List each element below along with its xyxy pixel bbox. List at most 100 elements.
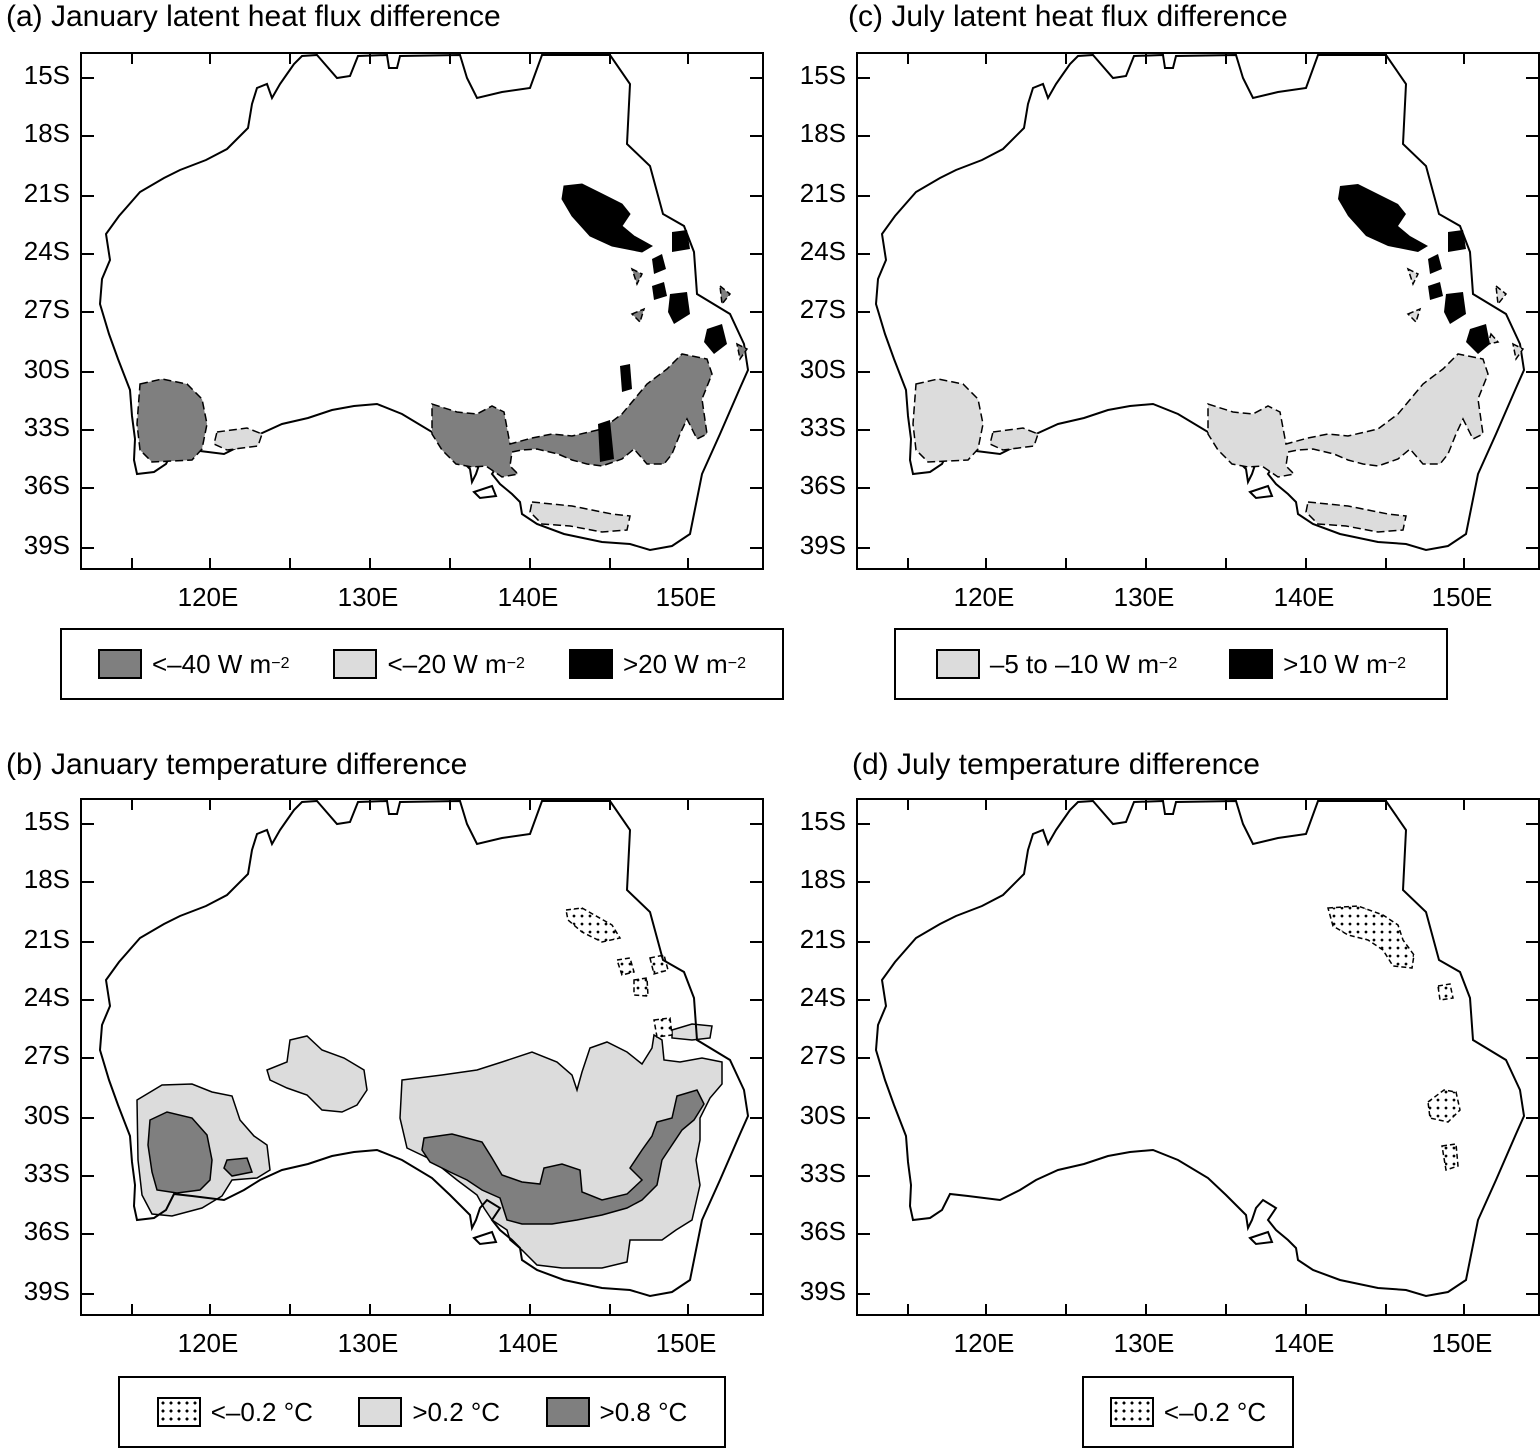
lat-label: 27S [23,1040,70,1070]
lat-label: 21S [23,178,70,208]
region-black [652,254,666,274]
lat-label: 30S [23,1100,70,1130]
legend-item: –5 to –10 W m −2 [935,648,1177,680]
lon-label: 150E [1431,1328,1493,1358]
legend-superscript: −2 [727,655,746,672]
ticks [82,54,762,568]
panel-title: (c) July latent heat flux difference [848,0,1288,33]
region-black [1448,230,1466,252]
lat-label: 27S [799,294,846,324]
lat-label: 21S [799,178,846,208]
region-light [213,427,263,451]
legend-superscript: −2 [1387,655,1407,672]
lon-label: 130E [337,1328,399,1358]
lon-label: 120E [177,1328,239,1358]
map-frame [80,798,764,1316]
legend-item: <–40 W m −2 [98,649,289,680]
tasmania-like-island [472,484,498,500]
tasmania-like-island [1248,1230,1274,1246]
map-svg [82,54,762,568]
region-dots [1437,983,1454,1001]
legend: <–0.2 °C [1082,1376,1294,1448]
lon-label: 120E [177,582,239,612]
lat-label: 36S [23,1216,70,1246]
lon-label: 130E [1113,582,1175,612]
region-dark [136,378,208,463]
tasmania-like-island [472,1230,498,1246]
lon-label: 140E [1273,582,1335,612]
lat-label: 18S [23,864,70,894]
region-black [1428,254,1442,274]
ticks [858,800,1538,1314]
lat-label: 27S [23,294,70,324]
region-light [1207,353,1489,478]
region-black [672,230,690,252]
region-light [399,1033,723,1269]
lat-label: 39S [799,1276,846,1306]
lat-label: 36S [799,1216,846,1246]
lat-label: 15S [23,806,70,836]
legend-item: >0.8 °C [545,1397,687,1428]
legend-label: <–0.2 °C [210,1396,313,1427]
lat-label: 30S [799,1100,846,1130]
region-black [668,292,690,324]
lat-label: 18S [799,864,846,894]
legend-swatch [98,649,142,679]
legend-swatch [156,1397,201,1427]
legend-label: <–20 W m [387,648,507,679]
region-black [1428,282,1443,300]
region-dark [431,353,713,478]
region-black [652,282,667,300]
legend-item: >0.2 °C [358,1397,500,1428]
australia-coastline [874,800,1526,1298]
region-dots [565,907,622,943]
region-black [1466,324,1490,354]
legend-swatch [333,649,378,679]
region-light [912,378,984,463]
lon-label: 130E [1113,1328,1175,1358]
lat-label: 39S [23,1276,70,1306]
ticks [82,800,762,1314]
region-black [561,183,653,253]
region-dots [1327,905,1415,969]
region-dark [630,267,749,361]
lat-label: 15S [799,60,846,90]
legend-label: >0.2 °C [412,1396,501,1427]
lat-label: 18S [23,118,70,148]
legend-superscript: −2 [271,655,290,672]
lat-label: 15S [23,60,70,90]
region-light [1406,267,1525,361]
legend-item: <–0.2 °C [1109,1397,1266,1428]
lon-label: 120E [953,582,1015,612]
legend-item: >20 W m −2 [568,648,746,680]
legend-item: <–20 W m −2 [333,648,525,680]
lat-label: 33S [23,1158,70,1188]
lat-label: 36S [23,470,70,500]
lon-label: 120E [953,1328,1015,1358]
panel-title: (b) January temperature difference [6,748,468,781]
map-frame [856,798,1540,1316]
legend: <–40 W m −2 <–20 W m −2 >20 W m −2 [60,628,784,700]
region-dots [1441,1143,1459,1171]
legend-swatch [358,1397,403,1427]
map-frame [80,52,764,570]
lon-label: 150E [655,1328,717,1358]
region-light [266,1035,368,1113]
legend-swatch [545,1397,590,1427]
lat-label: 36S [799,470,846,500]
ticks [858,54,1538,568]
region-black [1444,292,1466,324]
region-dark [421,1089,705,1225]
region-light [529,501,631,533]
region-dark [223,1157,253,1177]
legend-item: >10 W m −2 [1229,649,1406,680]
legend-label: >20 W m [622,648,728,679]
lat-label: 21S [799,924,846,954]
lat-label: 24S [799,236,846,266]
region-black [620,364,632,392]
lat-label: 33S [799,1158,846,1188]
region-black [704,324,727,354]
australia-coastline [98,800,750,1298]
legend-label: –5 to –10 W m [989,648,1159,679]
legend: <–0.2 °C >0.2 °C >0.8 °C [118,1376,726,1448]
